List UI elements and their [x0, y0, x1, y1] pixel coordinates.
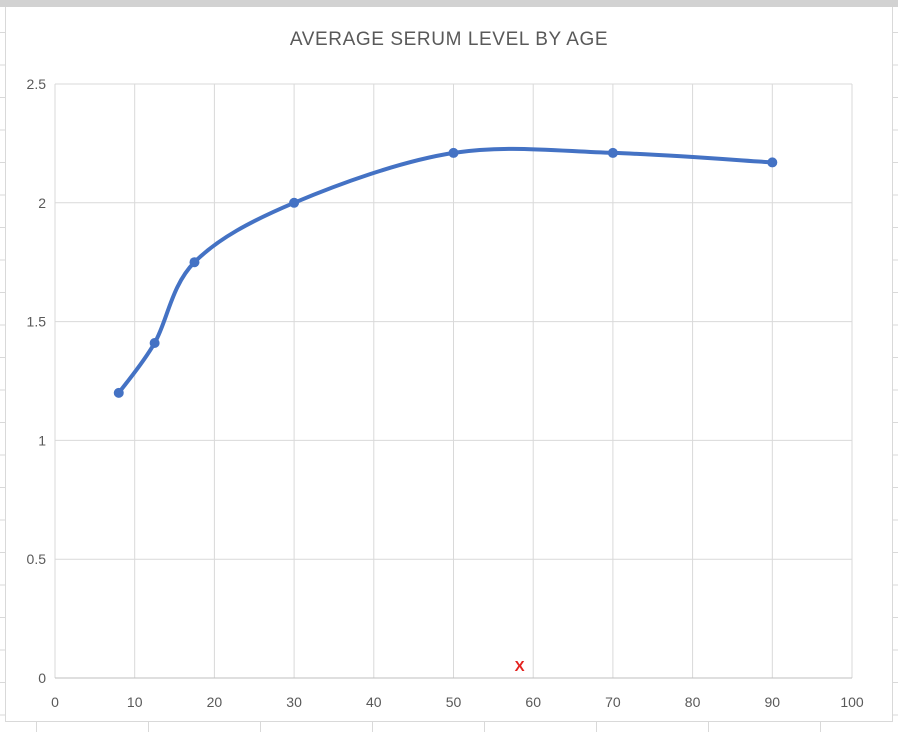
- series-line[interactable]: [116, 146, 775, 395]
- x-tick-label: 90: [765, 694, 781, 710]
- spreadsheet-bottom-cells[interactable]: [0, 722, 898, 732]
- y-tick-label: 2: [38, 195, 46, 211]
- chart-object[interactable]: 0 10 20 30 40 50 60 70 80 90 100 0 0.5 1 1.5 2 2.5 X AVER…: [5, 7, 893, 722]
- spreadsheet-top-row-edge: [0, 0, 898, 7]
- gridlines: [54, 83, 853, 678]
- x-tick-label: 70: [605, 694, 621, 710]
- x-tick-label: 10: [127, 694, 143, 710]
- data-point-marker[interactable]: [149, 337, 160, 348]
- annotation-x-marker[interactable]: X: [515, 658, 525, 675]
- y-tick-label: 0: [38, 670, 46, 686]
- data-point-marker[interactable]: [607, 147, 618, 158]
- data-point-marker[interactable]: [448, 147, 459, 158]
- data-point-marker[interactable]: [289, 197, 300, 208]
- data-point-marker[interactable]: [767, 157, 778, 168]
- y-tick-label: 0.5: [27, 551, 47, 567]
- x-tick-label: 100: [840, 694, 864, 710]
- data-point-marker[interactable]: [113, 387, 124, 398]
- chart-title: AVERAGE SERUM LEVEL BY AGE: [289, 29, 609, 50]
- y-tick-label: 1: [38, 432, 46, 448]
- axis-tick-labels: 0 10 20 30 40 50 60 70 80 90 100 0 0.5 1 1.5 2 2.5: [27, 76, 864, 710]
- data-point-marker[interactable]: [189, 257, 200, 268]
- spreadsheet-left-cells[interactable]: [0, 7, 5, 732]
- x-tick-label: 80: [685, 694, 701, 710]
- x-tick-label: 50: [446, 694, 462, 710]
- x-tick-label: 40: [366, 694, 382, 710]
- x-tick-label: 60: [525, 694, 541, 710]
- x-tick-label: 20: [207, 694, 223, 710]
- y-tick-label: 2.5: [27, 76, 47, 92]
- x-tick-label: 30: [286, 694, 302, 710]
- spreadsheet-right-cells[interactable]: [893, 7, 898, 732]
- x-tick-label: 0: [51, 694, 59, 710]
- y-tick-label: 1.5: [27, 314, 47, 330]
- serum-level-chart[interactable]: 0 10 20 30 40 50 60 70 80 90 100 0 0.5 1 1.5 2 2.5 X: [6, 7, 892, 721]
